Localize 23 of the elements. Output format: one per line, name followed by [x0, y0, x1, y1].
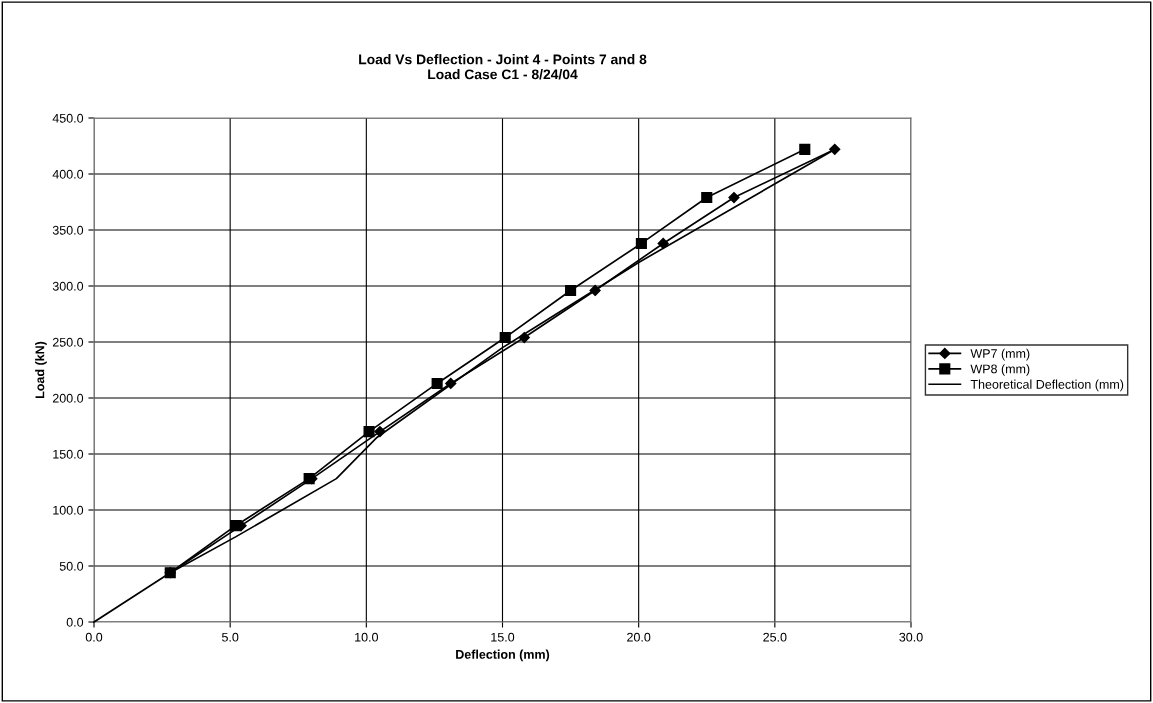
x-tick-label: 15.0 — [491, 632, 515, 642]
x-tick-label: 20.0 — [627, 632, 651, 642]
x-tick-label: 25.0 — [763, 632, 787, 642]
y-tick-label: 50.0 — [59, 561, 84, 571]
x-axis-title: Deflection (mm) — [456, 649, 550, 662]
y-tick-label: 400.0 — [52, 169, 84, 179]
y-tick-label: 350.0 — [52, 225, 84, 235]
y-tick-label: 200.0 — [52, 393, 84, 403]
y-tick-label: 250.0 — [52, 337, 84, 347]
y-tick-label: 150.0 — [53, 449, 84, 459]
y-tick-label: 300.0 — [52, 281, 84, 291]
legend-label: WP8 (mm) — [970, 364, 1030, 376]
chart-title: Load Vs Deflection - Joint 4 - Points 7 and 8 Load Case C1 - 8/24/04 — [359, 54, 647, 80]
legend-label: WP7 (mm) — [970, 348, 1030, 361]
y-tick-label: 450.0 — [52, 113, 84, 123]
x-tick-label: 10.0 — [355, 632, 379, 642]
y-tick-label: 100.0 — [53, 505, 84, 515]
x-tick-label: 5.0 — [221, 632, 239, 642]
legend-label: Theoretical Deflection (mm) — [970, 379, 1124, 392]
x-tick-label: 0.0 — [85, 632, 103, 642]
y-axis-title: Load (kN) — [35, 341, 47, 398]
x-tick-label: 30.0 — [899, 632, 923, 642]
y-tick-label: 0.0 — [66, 617, 84, 627]
